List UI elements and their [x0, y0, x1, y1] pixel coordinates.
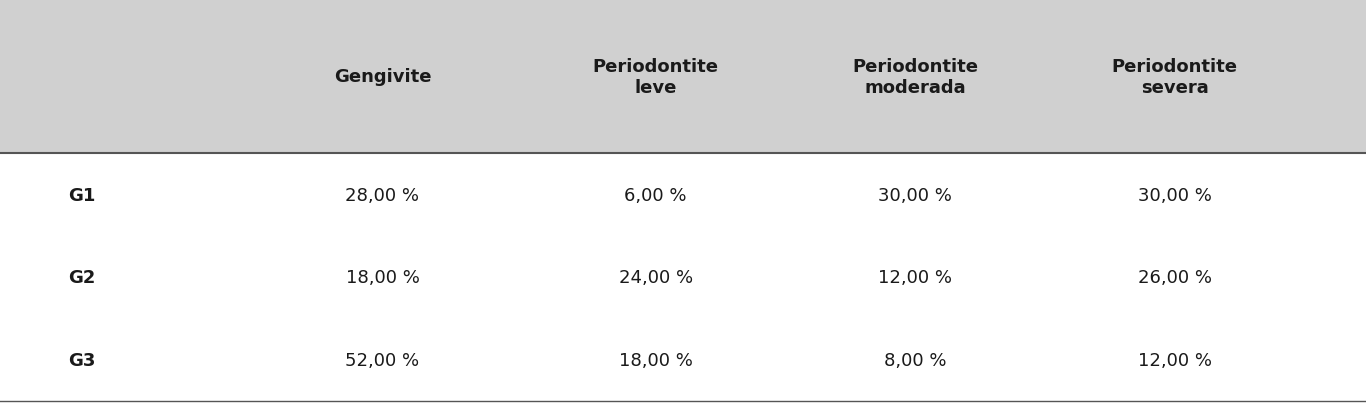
Text: Periodontite
severa: Periodontite severa — [1112, 58, 1238, 96]
Text: 12,00 %: 12,00 % — [878, 269, 952, 286]
Text: 8,00 %: 8,00 % — [884, 351, 947, 369]
Text: Gengivite: Gengivite — [333, 68, 432, 86]
Text: 30,00 %: 30,00 % — [878, 186, 952, 204]
Text: Periodontite
leve: Periodontite leve — [593, 58, 719, 96]
Text: G3: G3 — [68, 351, 96, 369]
FancyBboxPatch shape — [0, 154, 1366, 405]
Text: Periodontite
moderada: Periodontite moderada — [852, 58, 978, 96]
Text: 24,00 %: 24,00 % — [619, 269, 693, 286]
Text: G2: G2 — [68, 269, 96, 286]
FancyBboxPatch shape — [0, 0, 1366, 154]
Text: 26,00 %: 26,00 % — [1138, 269, 1212, 286]
Text: G1: G1 — [68, 186, 96, 204]
Text: 18,00 %: 18,00 % — [619, 351, 693, 369]
Text: 28,00 %: 28,00 % — [346, 186, 419, 204]
Text: 18,00 %: 18,00 % — [346, 269, 419, 286]
Text: 30,00 %: 30,00 % — [1138, 186, 1212, 204]
Text: 6,00 %: 6,00 % — [624, 186, 687, 204]
Text: 52,00 %: 52,00 % — [346, 351, 419, 369]
Text: 12,00 %: 12,00 % — [1138, 351, 1212, 369]
